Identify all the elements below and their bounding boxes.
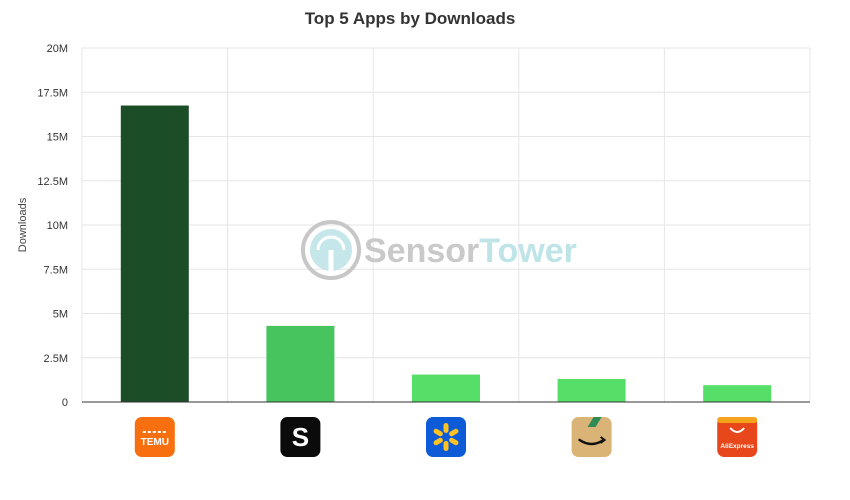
y-tick-label: 10M (47, 220, 68, 232)
walmart-spark-icon (433, 423, 459, 451)
walmart-app-icon[interactable] (426, 417, 466, 457)
walmart-spark-ray (449, 428, 459, 437)
vertical-gridlines (81, 48, 811, 402)
watermark-text: SensorTower (364, 232, 577, 270)
app-icons: TEMU S AliExpress (134, 417, 758, 457)
horizontal-gridlines (82, 47, 810, 359)
shein-app-icon-bg (280, 417, 321, 457)
bar-walmart[interactable] (412, 374, 480, 402)
y-tick-label: 2.5M (44, 353, 68, 365)
sensortower-watermark: SensorTower (301, 220, 577, 280)
watermark-text-tower: Tower (479, 232, 577, 270)
bar-temu[interactable] (120, 105, 189, 403)
bar-shein[interactable] (266, 325, 335, 402)
aliexpress-top-band (717, 417, 758, 423)
shein-app-icon[interactable]: S (280, 417, 321, 457)
y-tick-labels: 0 2.5M 5M 7.5M 10M 12.5M 15M 17.5M 20M (37, 43, 68, 409)
bars (120, 105, 772, 403)
y-tick-label: 15M (47, 132, 68, 144)
y-tick-label: 7.5M (44, 264, 68, 276)
watermark-stem (328, 250, 334, 275)
walmart-spark-ray (433, 437, 443, 446)
walmart-spark-ray (443, 423, 449, 433)
y-tick-label: 12.5M (37, 176, 68, 188)
bar-amazon-shopping[interactable] (557, 378, 626, 402)
temu-app-icon-bg (134, 417, 175, 457)
y-axis-label: Downloads (17, 197, 29, 252)
amazon-app-icon-bg (571, 417, 612, 457)
aliexpress-app-icon-bg (717, 417, 758, 457)
shein-icon-letter: S (292, 422, 309, 452)
y-tick-label: 0 (62, 397, 68, 409)
amazon-app-icon[interactable] (571, 417, 612, 457)
bar-aliexpress[interactable] (703, 385, 772, 402)
aliexpress-app-icon[interactable]: AliExpress (717, 417, 758, 457)
y-tick-label: 17.5M (37, 87, 68, 99)
temu-icon-text: TEMU (141, 437, 169, 448)
walmart-spark-ray (443, 441, 449, 451)
y-tick-label: 5M (53, 309, 68, 321)
walmart-app-icon-bg (426, 417, 466, 457)
amazon-tape (587, 417, 602, 427)
amazon-arrow-tip (600, 436, 607, 444)
chart-title: Top 5 Apps by Downloads (305, 9, 516, 28)
watermark-arc (316, 235, 346, 251)
aliexpress-icon-text: AliExpress (720, 443, 754, 450)
y-tick-label: 20M (47, 43, 68, 55)
watermark-ring (301, 220, 361, 280)
watermark-text-sensor: Sensor (364, 232, 479, 270)
walmart-spark-ray (449, 437, 459, 446)
walmart-spark-ray (433, 428, 443, 437)
aliexpress-bag-handle-icon (729, 427, 745, 433)
temu-app-icon[interactable]: TEMU (134, 417, 175, 457)
